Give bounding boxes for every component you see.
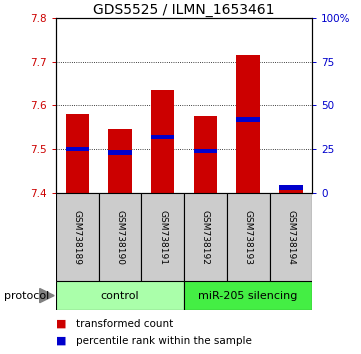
Text: GSM738189: GSM738189 (73, 210, 82, 265)
Bar (66, 147, 89, 151)
Text: protocol: protocol (4, 291, 49, 301)
Bar (236, 55, 260, 193)
Text: miR-205 silencing: miR-205 silencing (199, 291, 298, 301)
Bar (279, 186, 303, 193)
Text: GSM738190: GSM738190 (116, 210, 125, 265)
Text: ■: ■ (56, 336, 66, 346)
Text: percentile rank within the sample: percentile rank within the sample (76, 336, 252, 346)
Bar (56, 281, 184, 310)
Text: ■: ■ (56, 319, 66, 329)
Bar (108, 130, 132, 193)
Bar (56, 193, 99, 281)
Bar (66, 114, 89, 193)
Text: GSM738192: GSM738192 (201, 210, 210, 265)
Bar (236, 117, 260, 121)
Bar (151, 90, 174, 193)
Bar (279, 185, 303, 190)
Text: GSM738191: GSM738191 (158, 210, 167, 265)
Text: GSM738193: GSM738193 (244, 210, 253, 265)
Polygon shape (40, 289, 54, 303)
Bar (227, 193, 270, 281)
Bar (270, 193, 312, 281)
Bar (184, 193, 227, 281)
Bar (194, 149, 217, 153)
Title: GDS5525 / ILMN_1653461: GDS5525 / ILMN_1653461 (93, 3, 275, 17)
Text: transformed count: transformed count (76, 319, 173, 329)
Bar (99, 193, 142, 281)
Text: control: control (101, 291, 139, 301)
Bar (184, 281, 312, 310)
Bar (108, 150, 132, 155)
Text: GSM738194: GSM738194 (286, 210, 295, 265)
Bar (142, 193, 184, 281)
Bar (194, 116, 217, 193)
Bar (151, 135, 174, 139)
